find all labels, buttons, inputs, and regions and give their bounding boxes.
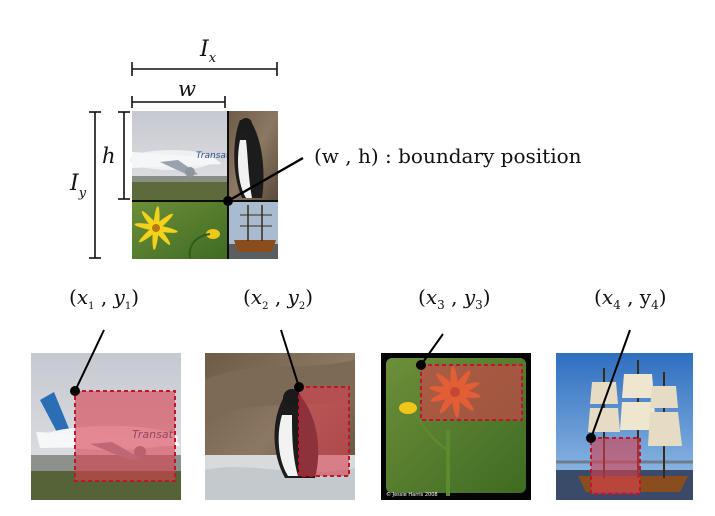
crop-3-flower: © Jessie Harris 2008 [381, 333, 531, 500]
crop-1-airplane: Transat [31, 329, 181, 500]
crop-2-coord-label: (x2 , y2) [243, 285, 313, 312]
crop-2-highlight-box [298, 386, 350, 477]
iy-dimension [89, 111, 101, 259]
w-label: w [178, 77, 196, 101]
w-dimension [131, 96, 226, 108]
crop-2-penguin [205, 329, 355, 500]
svg-text:Transat: Transat [196, 151, 230, 161]
boundary-label: (w , h) : boundary position [314, 144, 582, 168]
h-label: h [102, 144, 116, 168]
crop-4-ship [556, 329, 693, 500]
mosaic-ship-tile [228, 201, 278, 259]
boundary-point-dot [223, 196, 233, 206]
crop-4-coord-label: (x4 , y4) [594, 285, 667, 312]
mosaic-image: Transat [130, 111, 278, 259]
crop-3-point-dot [416, 360, 426, 370]
crop-1-highlight-box [74, 390, 176, 482]
mosaic-flower-tile [132, 201, 228, 259]
crop-4-highlight-box [590, 437, 641, 495]
crop-1-coord-label: (x1 , y1) [69, 285, 139, 312]
crop-1-point-dot [70, 386, 80, 396]
ix-dimension [131, 62, 278, 76]
h-dimension [118, 111, 130, 200]
iy-label: Iy [69, 171, 87, 201]
crop-4-point-dot [586, 433, 596, 443]
ix-label: Ix [199, 37, 217, 66]
crop-3-highlight-box [420, 364, 523, 421]
crop-3-coord-label: (x3 , y3) [418, 285, 491, 312]
mosaic-airplane-tile: Transat [130, 111, 230, 201]
crop-2-point-dot [294, 382, 304, 392]
boundary-pointer [223, 156, 304, 206]
crop-3-watermark: © Jessie Harris 2008 [386, 491, 438, 498]
